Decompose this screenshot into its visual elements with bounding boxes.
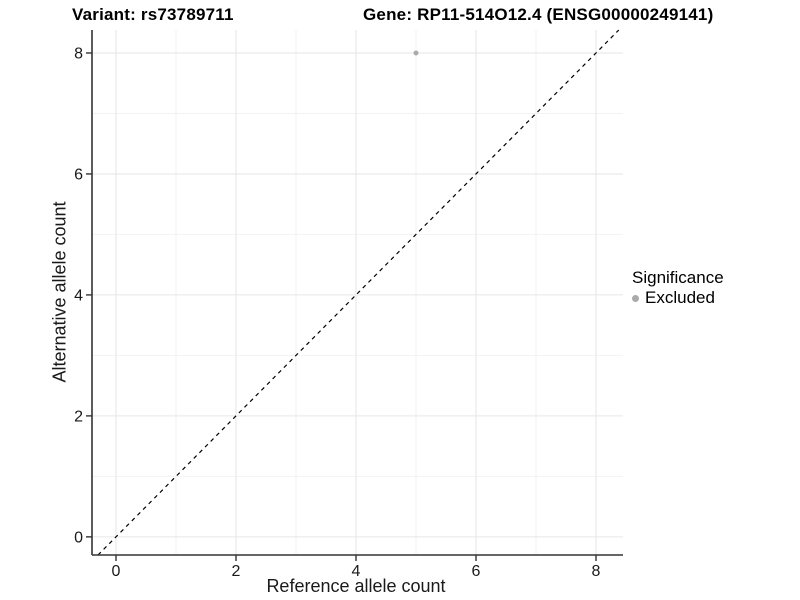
legend-item-excluded: Excluded [632,288,724,308]
x-tick-label: 0 [112,563,121,580]
legend-title: Significance [632,268,724,287]
y-tick-label: 2 [74,408,83,425]
y-axis-title: Alternative allele count [49,201,70,383]
y-tick-label: 0 [74,529,83,546]
y-tick-label: 8 [74,45,83,62]
variant-title: Variant: rs73789711 [72,5,234,24]
y-tick-label: 4 [74,287,83,304]
legend: Significance Excluded [632,267,724,308]
x-tick-label: 4 [352,563,361,580]
gene-title: Gene: RP11-514O12.4 (ENSG00000249141) [363,5,714,24]
legend-item-label: Excluded [645,288,715,307]
identity-line [97,29,620,556]
x-tick-label: 6 [472,563,481,580]
y-tick-label: 6 [74,166,83,183]
x-axis-title: Reference allele count [266,576,446,596]
x-tick-label: 8 [592,563,601,580]
x-tick-label: 2 [232,563,241,580]
data-point [413,50,419,56]
excluded-point-swatch [632,294,639,302]
